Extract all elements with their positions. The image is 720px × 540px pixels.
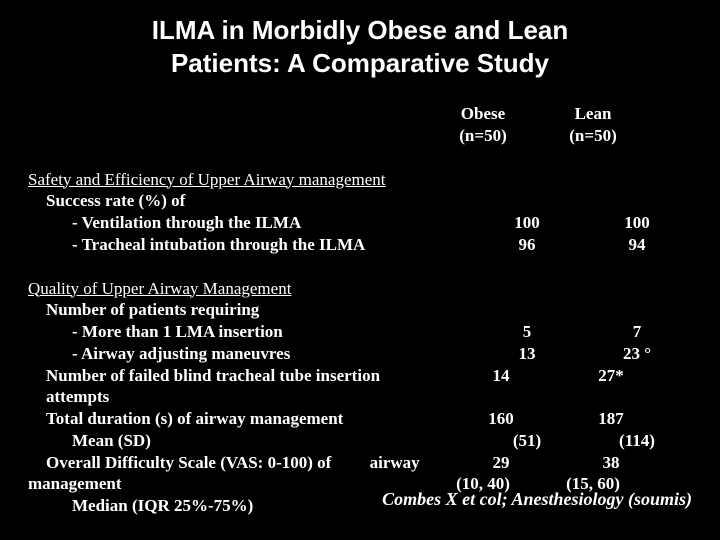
header-col-lean: Lean (n=50) xyxy=(538,103,648,147)
row-label-part-b: airway xyxy=(370,453,420,472)
slide-body: Obese (n=50) Lean (n=50) Safety and Effi… xyxy=(28,103,692,517)
table-row: Overall Difficulty Scale (VAS: 0-100) of… xyxy=(28,452,692,474)
title-line-1: ILMA in Morbidly Obese and Lean xyxy=(152,15,569,45)
header-col-obese-line2: (n=50) xyxy=(459,126,506,145)
row-label: Number of patients requiring xyxy=(28,299,446,321)
cell-obese: 14 xyxy=(446,365,556,387)
cell-lean: 94 xyxy=(582,234,692,256)
cell-lean: 38 xyxy=(556,452,666,474)
row-label: Success rate (%) of xyxy=(28,190,446,212)
row-label: management xyxy=(28,473,428,495)
row-label: - Tracheal intubation through the ILMA xyxy=(28,234,472,256)
title-line-2: Patients: A Comparative Study xyxy=(171,48,549,78)
table-row: - More than 1 LMA insertion 5 7 xyxy=(28,321,692,343)
cell-obese: 13 xyxy=(472,343,582,365)
slide: ILMA in Morbidly Obese and Lean Patients… xyxy=(0,0,720,540)
table-row: Total duration (s) of airway management … xyxy=(28,408,692,430)
table-row: - Airway adjusting maneuvres 13 23 ° xyxy=(28,343,692,365)
section-1-heading-row: Safety and Efficiency of Upper Airway ma… xyxy=(28,169,692,191)
cell-lean: 100 xyxy=(582,212,692,234)
table-row: - Ventilation through the ILMA 100 100 xyxy=(28,212,692,234)
cell-obese: 5 xyxy=(472,321,582,343)
row-label-part-a: Overall Difficulty Scale (VAS: 0-100) of xyxy=(46,453,331,472)
row-label: - Airway adjusting maneuvres xyxy=(28,343,472,365)
table-row: - Tracheal intubation through the ILMA 9… xyxy=(28,234,692,256)
cell-lean: 187 xyxy=(556,408,666,430)
column-headers: Obese (n=50) Lean (n=50) xyxy=(28,103,692,147)
section-2-heading-row: Quality of Upper Airway Management xyxy=(28,278,692,300)
cell-lean: (114) xyxy=(582,430,692,452)
row-label: Overall Difficulty Scale (VAS: 0-100) of… xyxy=(28,452,446,474)
cell-obese: 100 xyxy=(472,212,582,234)
table-row: Mean (SD) (51) (114) xyxy=(28,430,692,452)
cell-obese: 29 xyxy=(446,452,556,474)
table-row: Number of failed blind tracheal tube ins… xyxy=(28,365,692,409)
header-col-obese: Obese (n=50) xyxy=(428,103,538,147)
header-col-lean-line2: (n=50) xyxy=(569,126,616,145)
table-row: Number of patients requiring xyxy=(28,299,692,321)
cell-obese: 160 xyxy=(446,408,556,430)
row-label: Number of failed blind tracheal tube ins… xyxy=(28,365,446,409)
slide-title: ILMA in Morbidly Obese and Lean Patients… xyxy=(30,0,690,79)
cell-obese: 96 xyxy=(472,234,582,256)
section-2-heading: Quality of Upper Airway Management xyxy=(28,278,428,300)
cell-lean: 7 xyxy=(582,321,692,343)
header-col-lean-line1: Lean xyxy=(575,104,612,123)
row-label: Mean (SD) xyxy=(28,430,472,452)
cell-lean: 27* xyxy=(556,365,666,387)
row-label: - More than 1 LMA insertion xyxy=(28,321,472,343)
header-col-obese-line1: Obese xyxy=(461,104,505,123)
citation: Combes X et col; Anesthesiology (soumis) xyxy=(382,489,692,510)
table-row: Success rate (%) of xyxy=(28,190,692,212)
cell-lean: 23 ° xyxy=(582,343,692,365)
section-1-heading: Safety and Efficiency of Upper Airway ma… xyxy=(28,169,428,191)
row-label: - Ventilation through the ILMA xyxy=(28,212,472,234)
row-label: Total duration (s) of airway management xyxy=(28,408,446,430)
cell-obese: (51) xyxy=(472,430,582,452)
